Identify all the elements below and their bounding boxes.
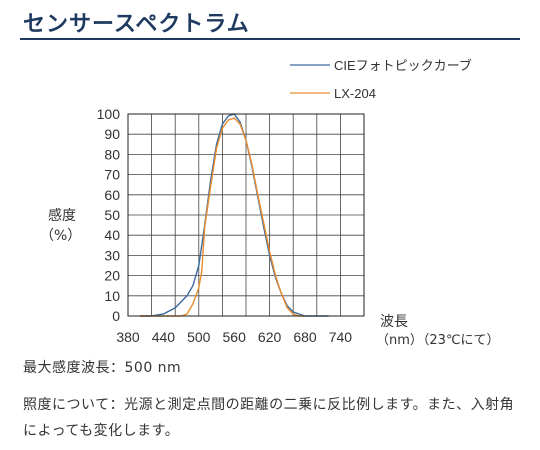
- illuminance-note: 照度について：光源と測定点間の距離の二乗に反比例します。また、入射角によっても変…: [23, 397, 515, 439]
- y-axis-label-line1: 感度: [48, 207, 76, 224]
- x-tick-label: 740: [329, 329, 353, 345]
- y-tick-label: 50: [104, 207, 120, 223]
- title-divider: [20, 38, 520, 40]
- x-tick-label: 440: [152, 329, 176, 345]
- y-tick-label: 30: [104, 247, 120, 263]
- peak-wavelength-text: 最大感度波長：500 nm: [23, 360, 182, 376]
- legend-label-lx204: LX-204: [334, 86, 376, 101]
- y-tick-label: 40: [104, 227, 120, 243]
- axis-ticks: 0 10 20 30 40 50 60 70 80 90 100 380 440 500 560 620 680…: [97, 106, 353, 345]
- x-tick-label: 620: [258, 329, 282, 345]
- y-tick-label: 80: [104, 146, 120, 162]
- x-axis-label-line1: 波長: [380, 314, 408, 330]
- sensor-spectrum-chart: CIEフォトピックカーブ LX-204 0 10 20 30 40 50 60 70 80 90 1…: [40, 58, 500, 348]
- y-tick-label: 90: [104, 126, 120, 142]
- y-tick-label: 70: [104, 167, 120, 183]
- x-tick-label: 500: [187, 329, 211, 345]
- page-title: センサースペクトラム: [23, 12, 250, 37]
- chart-grid: [128, 114, 364, 316]
- y-tick-label: 20: [104, 268, 120, 284]
- x-tick-label: 380: [116, 329, 140, 345]
- legend: CIEフォトピックカーブ LX-204: [290, 58, 472, 101]
- x-tick-label: 560: [223, 329, 247, 345]
- y-axis-label-line2: （%）: [40, 228, 81, 244]
- y-tick-label: 60: [104, 187, 120, 203]
- x-axis-label-line2: （nm）（23℃にて）: [376, 333, 500, 348]
- x-tick-label: 680: [293, 329, 317, 345]
- y-tick-label: 10: [104, 288, 120, 304]
- legend-label-cie: CIEフォトピックカーブ: [334, 58, 472, 73]
- y-tick-label: 0: [112, 308, 120, 324]
- plot-frame: [127, 113, 365, 317]
- chart-series: [139, 113, 329, 317]
- y-tick-label: 100: [97, 106, 121, 122]
- series-line-lx204: [139, 117, 305, 317]
